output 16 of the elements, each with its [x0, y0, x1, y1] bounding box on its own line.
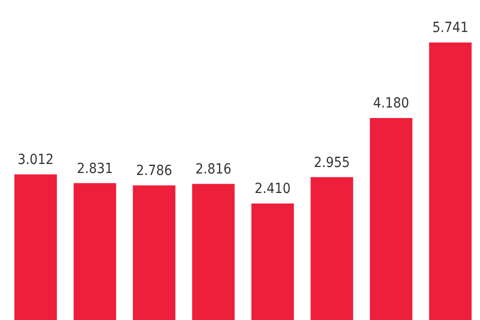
bar: [14, 174, 57, 320]
data-label: 3.012: [18, 152, 54, 168]
data-label: 5.741: [432, 20, 468, 36]
bar: [192, 184, 235, 320]
data-label: 2.816: [195, 162, 232, 178]
data-label: 2.955: [314, 154, 350, 171]
bar: [251, 204, 294, 320]
data-label: 2.410: [254, 181, 291, 198]
bar: [370, 118, 412, 320]
data-label: 2.831: [76, 160, 113, 177]
data-label: 2.786: [136, 162, 172, 179]
bar: [310, 177, 354, 320]
data-label: 4.180: [373, 96, 410, 112]
bar: [132, 185, 176, 320]
bar: [429, 42, 472, 320]
bar: [74, 183, 116, 320]
